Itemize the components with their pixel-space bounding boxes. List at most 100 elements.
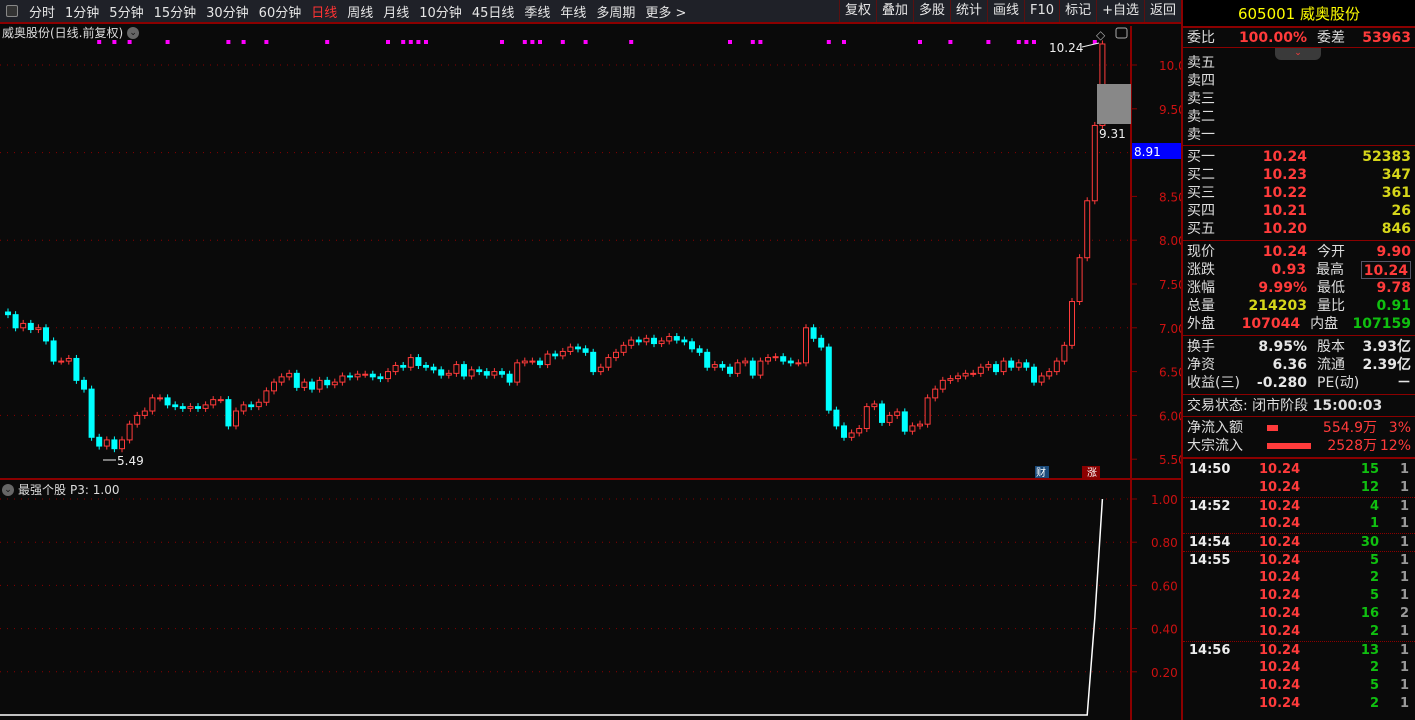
sell-label: 卖五 xyxy=(1187,55,1215,71)
diamond-icon[interactable]: ◇ xyxy=(1096,28,1106,42)
tick-count: 1 xyxy=(1399,480,1409,495)
tick-row: 10.24 16 2 xyxy=(1183,605,1415,623)
tick-volume: 12 xyxy=(1360,480,1379,495)
candle-body xyxy=(461,364,467,377)
quote-label: 内盘 xyxy=(1310,316,1339,332)
flow-bar xyxy=(1267,425,1278,431)
signal-marker xyxy=(728,40,732,44)
signal-marker xyxy=(1092,40,1097,44)
signal-marker xyxy=(97,40,102,44)
candle-body xyxy=(932,388,939,399)
signal-marker xyxy=(386,40,390,44)
signal-marker xyxy=(986,40,991,44)
candle-body xyxy=(1046,371,1053,377)
buy-price: 10.23 xyxy=(1262,167,1307,183)
candle-body xyxy=(719,364,726,368)
tick-count: 1 xyxy=(1399,570,1409,585)
period-tab[interactable]: 15分钟 xyxy=(153,5,197,21)
quote-label: 今开 xyxy=(1317,244,1345,260)
candle-body xyxy=(871,403,878,408)
limit-up-badge[interactable] xyxy=(1082,466,1100,478)
candle-body xyxy=(529,360,536,363)
indicator-title: ⌄ 最强个股 P3: 1.00 xyxy=(2,481,119,498)
candle-body xyxy=(377,376,384,380)
tick-list[interactable]: 14:50 10.24 15 1 10.24 12 1 14:52 10.24 4 1 10.24 1 1… xyxy=(1183,459,1415,713)
stock-name: 威奥股份 xyxy=(1300,5,1361,23)
toolbar-button[interactable]: 画线 xyxy=(987,0,1024,22)
arrow-icon xyxy=(1081,42,1100,48)
tick-price: 10.24 xyxy=(1259,588,1301,603)
period-tab[interactable]: 1分钟 xyxy=(65,5,100,21)
buy-label: 买五 xyxy=(1187,221,1215,237)
toolbar-button[interactable]: 叠加 xyxy=(875,0,913,22)
collapse-chevron-icon[interactable]: ⌄ xyxy=(1275,48,1321,60)
candle-body xyxy=(339,375,346,383)
period-tab[interactable]: 45日线 xyxy=(471,5,515,21)
buy-orders: 买一 10.24 52383 买二 10.23 347 买三 10.22 361 买四 10.21 2… xyxy=(1183,146,1415,241)
candle-body xyxy=(993,364,999,373)
candle-body xyxy=(65,357,72,362)
candle-body xyxy=(689,341,695,350)
finance-badge[interactable] xyxy=(1035,466,1049,478)
tick-row: 14:52 10.24 4 1 xyxy=(1183,497,1415,515)
chevron-down-icon[interactable]: ⌄ xyxy=(2,483,14,496)
toolbar-button[interactable]: 标记 xyxy=(1059,0,1096,22)
candle-body xyxy=(605,357,612,368)
kline-chart[interactable]: 10.009.509.008.508.007.507.006.506.005.5… xyxy=(0,26,1181,720)
candle-body xyxy=(544,353,551,366)
candle-body xyxy=(407,357,414,368)
toolbar-button[interactable]: 复权 xyxy=(838,0,876,22)
chevron-down-icon[interactable]: ⌄ xyxy=(127,26,140,39)
toolbar-button[interactable]: 多股 xyxy=(912,0,950,22)
candle-body xyxy=(635,339,642,343)
tick-price: 10.24 xyxy=(1259,553,1301,568)
quote-label: 涨幅 xyxy=(1187,280,1215,296)
indicator-tick-label: 0.60 xyxy=(1151,579,1178,593)
period-tab[interactable]: 30分钟 xyxy=(206,5,249,21)
sell-label: 卖一 xyxy=(1187,127,1215,143)
period-toolbar: 分时 1分钟 5分钟 15分钟 30分钟 60分钟 日线 周线 月线 10分钟 45日线 季线 年线 多周… xyxy=(0,0,1181,24)
candle-body xyxy=(255,401,262,408)
quote-row: 涨跌 0.93 最高 10.24 xyxy=(1183,261,1415,279)
period-tab[interactable]: 周线 xyxy=(347,5,374,21)
tick-row: 10.24 5 1 xyxy=(1183,677,1415,695)
period-tab[interactable]: 更多 > xyxy=(645,5,687,21)
candle-body xyxy=(347,375,353,378)
tick-price: 10.24 xyxy=(1259,624,1301,639)
tick-volume: 2 xyxy=(1369,696,1379,711)
period-tab[interactable]: 多周期 xyxy=(596,5,636,21)
candle-body xyxy=(119,439,125,450)
panel-toggle-icon[interactable] xyxy=(6,5,18,17)
price-tick-label: 10.00 xyxy=(1159,59,1181,73)
toolbar-button[interactable]: 返回 xyxy=(1143,0,1181,22)
gap-label: 9.31 xyxy=(1099,127,1126,141)
fund-label: 净资 xyxy=(1187,357,1215,373)
candle-body xyxy=(438,369,445,376)
period-tab[interactable]: 60分钟 xyxy=(258,5,302,21)
toolbar-button[interactable]: F10 xyxy=(1024,0,1059,22)
signal-marker xyxy=(1016,40,1021,44)
candle-body xyxy=(195,406,201,409)
chart-title-text: 威奥股份(日线.前复权) xyxy=(2,26,124,40)
window-toggle-icon[interactable] xyxy=(1115,27,1128,39)
period-tab[interactable]: 季线 xyxy=(524,5,551,21)
tick-time xyxy=(1189,569,1259,587)
candle-body xyxy=(856,428,863,434)
candle-body xyxy=(103,439,110,447)
toolbar-button[interactable]: +自选 xyxy=(1096,0,1144,22)
candle-body xyxy=(415,357,422,366)
tick-count: 1 xyxy=(1399,588,1409,603)
period-tab[interactable]: 日线 xyxy=(311,5,338,21)
tick-volume: 2 xyxy=(1369,660,1379,675)
period-tab[interactable]: 分时 xyxy=(29,5,56,21)
tick-count: 1 xyxy=(1399,553,1409,568)
signal-marker xyxy=(401,40,406,44)
price-tick-label: 5.50 xyxy=(1159,453,1181,467)
toolbar-button[interactable]: 统计 xyxy=(950,0,987,22)
candle-body xyxy=(354,373,361,378)
period-tab[interactable]: 10分钟 xyxy=(419,5,462,21)
tick-count: 1 xyxy=(1399,535,1409,550)
period-tab[interactable]: 5分钟 xyxy=(109,5,144,21)
period-tab[interactable]: 月线 xyxy=(383,5,410,21)
period-tab[interactable]: 年线 xyxy=(560,5,587,21)
